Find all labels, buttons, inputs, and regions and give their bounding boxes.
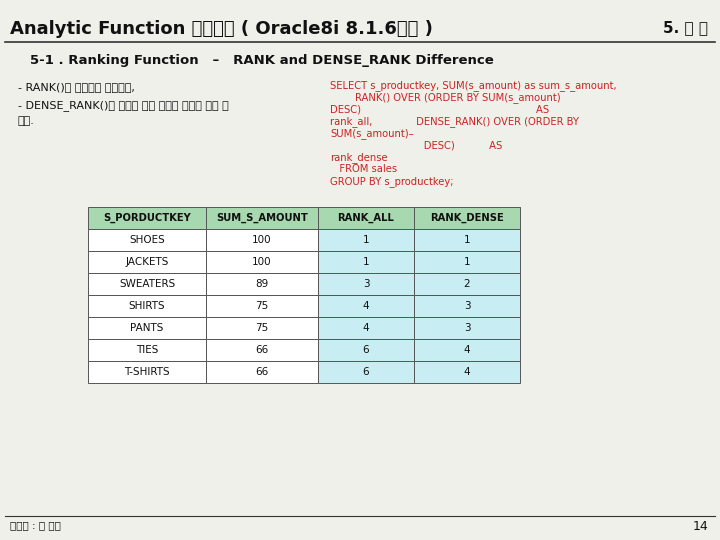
Bar	[414, 207, 520, 229]
Bar	[88, 229, 206, 251]
Bar	[88, 339, 206, 361]
Text: rank_all,              DENSE_RANK() OVER (ORDER BY: rank_all, DENSE_RANK() OVER (ORDER BY	[330, 116, 579, 127]
Bar	[414, 251, 520, 273]
Text: SWEATERS: SWEATERS	[119, 279, 175, 289]
Bar	[318, 229, 414, 251]
Bar	[206, 229, 318, 251]
Text: 3: 3	[363, 279, 369, 289]
Text: 66: 66	[256, 345, 269, 355]
Text: 6: 6	[363, 345, 369, 355]
Text: 이다.: 이다.	[18, 116, 35, 126]
Text: GROUP BY s_productkey;: GROUP BY s_productkey;	[330, 176, 454, 187]
Bar	[318, 251, 414, 273]
Bar	[88, 295, 206, 317]
Text: 4: 4	[363, 323, 369, 333]
Bar	[414, 295, 520, 317]
Text: 1: 1	[464, 257, 470, 267]
Text: SUM(s_amount)–: SUM(s_amount)–	[330, 128, 413, 139]
Text: SHIRTS: SHIRTS	[129, 301, 166, 311]
Text: 75: 75	[256, 301, 269, 311]
Bar	[318, 295, 414, 317]
Bar	[414, 317, 520, 339]
Text: 14: 14	[692, 520, 708, 533]
Text: 2: 2	[464, 279, 470, 289]
Text: DESC)                                                        AS: DESC) AS	[330, 104, 549, 114]
Text: SELECT s_productkey, SUM(s_amount) as sum_s_amount,: SELECT s_productkey, SUM(s_amount) as su…	[330, 80, 616, 91]
Text: 1: 1	[363, 257, 369, 267]
Text: JACKETS: JACKETS	[125, 257, 168, 267]
Bar	[318, 317, 414, 339]
Bar	[414, 339, 520, 361]
Text: TIES: TIES	[136, 345, 158, 355]
Text: 3: 3	[464, 301, 470, 311]
Text: 4: 4	[464, 345, 470, 355]
Bar	[414, 361, 520, 383]
Text: RANK_DENSE: RANK_DENSE	[430, 213, 504, 223]
Bar	[318, 207, 414, 229]
Bar	[414, 273, 520, 295]
Bar	[88, 251, 206, 273]
Bar	[88, 317, 206, 339]
Text: 75: 75	[256, 323, 269, 333]
Text: S_PORDUCTKEY: S_PORDUCTKEY	[103, 213, 191, 223]
Text: T-SHIRTS: T-SHIRTS	[124, 367, 170, 377]
Text: Analytic Function 활용하기 ( Oracle8i 8.1.6이상 ): Analytic Function 활용하기 ( Oracle8i 8.1.6이…	[10, 20, 433, 38]
Text: 66: 66	[256, 367, 269, 377]
Text: - DENSE_RANK()는 유일한 값을 하나의 순위로 보는 것: - DENSE_RANK()는 유일한 값을 하나의 순위로 보는 것	[18, 100, 229, 111]
Bar	[206, 317, 318, 339]
Text: 89: 89	[256, 279, 269, 289]
Text: PANTS: PANTS	[130, 323, 163, 333]
Text: 3: 3	[464, 323, 470, 333]
Bar	[88, 273, 206, 295]
Bar	[206, 339, 318, 361]
Text: FROM sales: FROM sales	[330, 164, 397, 174]
Bar	[318, 361, 414, 383]
Bar	[88, 207, 206, 229]
Text: 100: 100	[252, 235, 272, 245]
Bar	[206, 207, 318, 229]
Text: 1: 1	[363, 235, 369, 245]
Bar	[206, 251, 318, 273]
Text: SHOES: SHOES	[129, 235, 165, 245]
Text: 100: 100	[252, 257, 272, 267]
Text: 5. 예 제: 5. 예 제	[663, 20, 708, 35]
Bar	[206, 273, 318, 295]
Text: SUM_S_AMOUNT: SUM_S_AMOUNT	[216, 213, 308, 223]
Text: 1: 1	[464, 235, 470, 245]
Bar	[206, 361, 318, 383]
Bar	[318, 339, 414, 361]
Text: 6: 6	[363, 367, 369, 377]
Text: DESC)           AS: DESC) AS	[330, 140, 503, 150]
Text: rank_dense: rank_dense	[330, 152, 387, 163]
Bar	[318, 273, 414, 295]
Text: 4: 4	[363, 301, 369, 311]
Text: 작성자 : 이 현재: 작성자 : 이 현재	[10, 520, 61, 530]
Text: RANK_ALL: RANK_ALL	[338, 213, 395, 223]
Bar	[414, 229, 520, 251]
Text: RANK() OVER (ORDER BY SUM(s_amount): RANK() OVER (ORDER BY SUM(s_amount)	[330, 92, 561, 103]
Bar	[206, 295, 318, 317]
Text: - RANK()는 일반적인 순위이고,: - RANK()는 일반적인 순위이고,	[18, 82, 135, 92]
Text: 4: 4	[464, 367, 470, 377]
Text: 5-1 . Ranking Function   –   RANK and DENSE_RANK Difference: 5-1 . Ranking Function – RANK and DENSE_…	[30, 54, 494, 67]
Bar	[88, 361, 206, 383]
